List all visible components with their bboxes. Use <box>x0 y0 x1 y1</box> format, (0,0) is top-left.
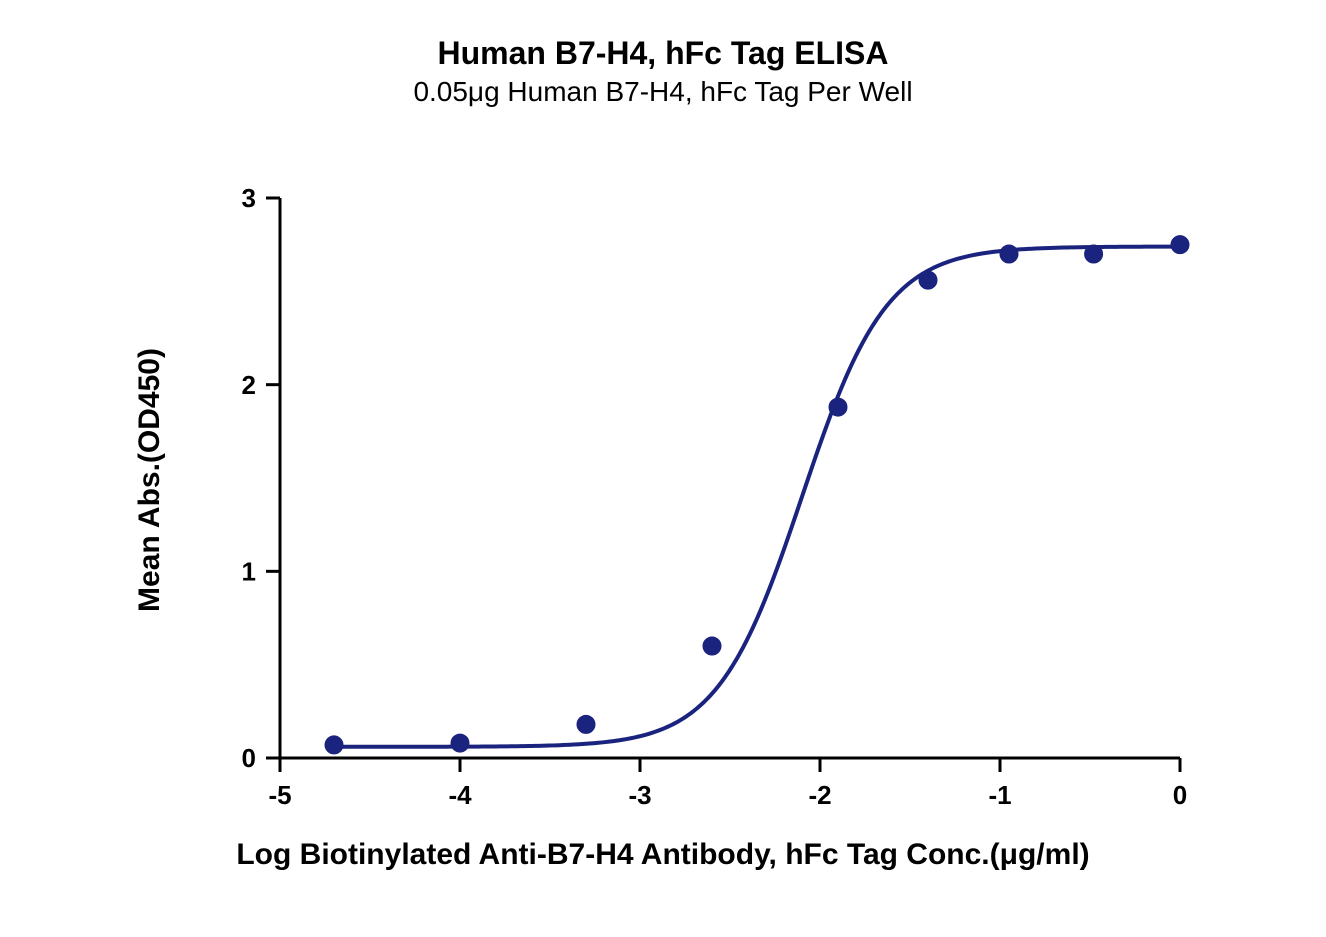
y-tick-label: 0 <box>242 743 256 773</box>
y-tick-label: 1 <box>242 556 256 586</box>
data-point <box>703 637 721 655</box>
data-point <box>577 715 595 733</box>
data-point <box>1000 245 1018 263</box>
data-point <box>919 271 937 289</box>
x-tick-label: -1 <box>988 780 1011 810</box>
data-point <box>325 736 343 754</box>
chart-container: Human B7-H4, hFc Tag ELISA 0.05μg Human … <box>0 0 1326 937</box>
x-tick-label: 0 <box>1173 780 1187 810</box>
x-tick-label: -4 <box>448 780 472 810</box>
fit-curve <box>334 247 1180 747</box>
x-axis-label: Log Biotinylated Anti-B7-H4 Antibody, hF… <box>0 838 1326 872</box>
y-tick-label: 2 <box>242 370 256 400</box>
x-tick-label: -3 <box>628 780 651 810</box>
y-tick-label: 3 <box>242 183 256 213</box>
data-point <box>451 734 469 752</box>
x-tick-label: -2 <box>808 780 831 810</box>
data-point <box>829 398 847 416</box>
data-point <box>1085 245 1103 263</box>
chart-svg: -5 -4 -3 -2 -1 0 0 1 2 3 <box>0 0 1326 937</box>
data-point <box>1171 236 1189 254</box>
x-tick-label: -5 <box>268 780 291 810</box>
